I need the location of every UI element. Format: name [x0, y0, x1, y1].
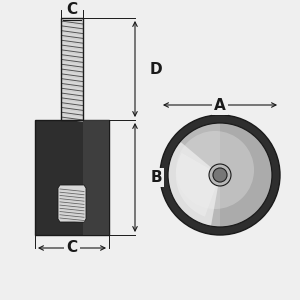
Polygon shape [35, 120, 109, 235]
Circle shape [176, 131, 254, 209]
Wedge shape [168, 142, 220, 226]
Circle shape [212, 167, 228, 183]
Text: B: B [150, 170, 162, 185]
Text: C: C [66, 241, 78, 256]
Circle shape [213, 168, 227, 182]
Polygon shape [83, 120, 109, 235]
Wedge shape [220, 123, 272, 227]
Text: D: D [150, 61, 162, 76]
Circle shape [209, 164, 231, 186]
Circle shape [160, 115, 280, 235]
Circle shape [168, 123, 272, 227]
Text: C: C [66, 2, 78, 17]
Polygon shape [58, 185, 86, 222]
Text: A: A [214, 98, 226, 112]
Polygon shape [61, 18, 83, 120]
Wedge shape [176, 153, 220, 217]
